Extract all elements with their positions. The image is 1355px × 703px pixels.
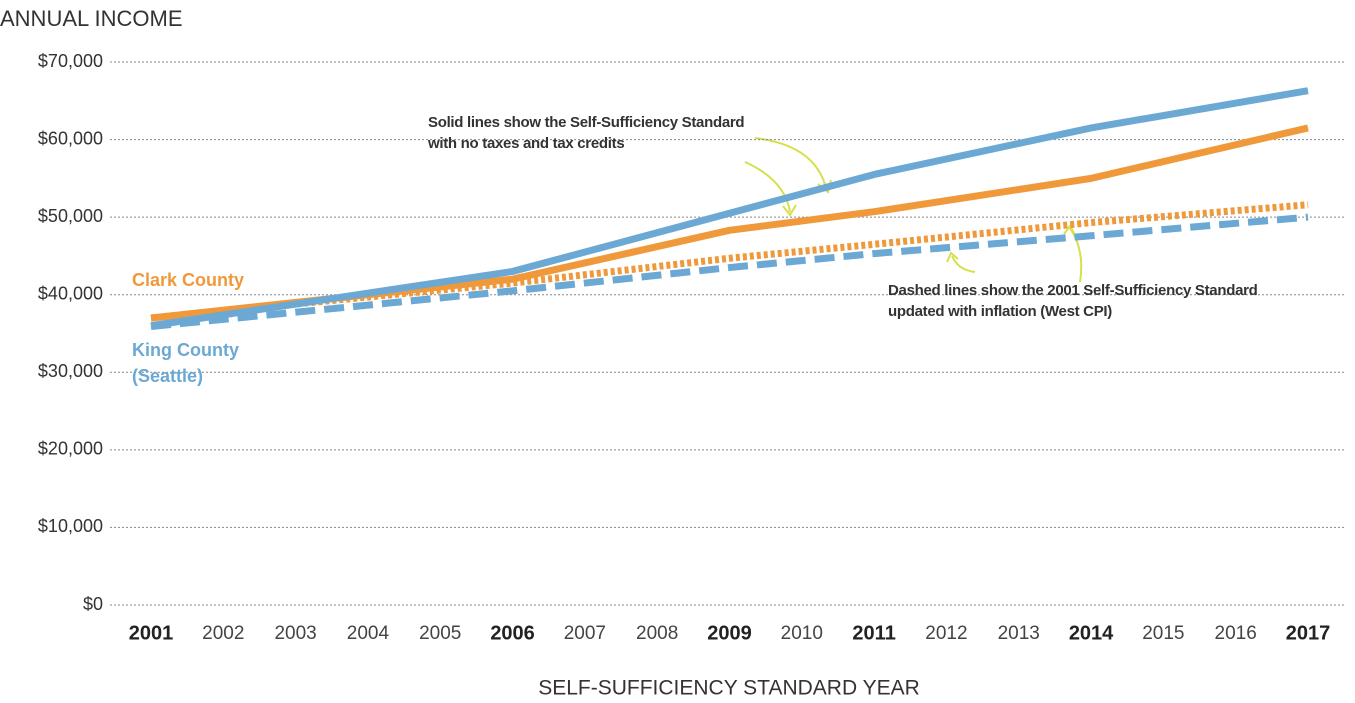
x-tick-label: 2011 (852, 622, 895, 644)
x-tick-label: 2006 (490, 622, 535, 644)
inflation-line (150, 213, 1309, 331)
x-tick-label: 2017 (1286, 622, 1331, 644)
y-tick-label: $50,000 (38, 206, 103, 226)
x-tick-label: 2009 (707, 622, 752, 644)
x-tick-label: 2004 (347, 623, 390, 644)
series-line (150, 87, 1309, 330)
arrowhead (1063, 224, 1076, 236)
x-tick-label: 2001 (129, 622, 174, 644)
y-tick-label: $20,000 (38, 439, 103, 459)
y-tick-label: $10,000 (38, 516, 103, 536)
arrowhead (782, 204, 797, 217)
y-axis-label: ANNUAL INCOME (0, 6, 183, 31)
arrow (951, 255, 976, 273)
x-tick-label: 2007 (564, 623, 606, 644)
x-axis-label: SELF-SUFFICIENCY STANDARD YEAR (538, 677, 920, 700)
y-tick-label: $30,000 (38, 361, 103, 381)
x-tick-label: 2005 (419, 623, 461, 644)
x-tick-label: 2008 (636, 623, 678, 644)
series-label: King County (Seattle) (132, 340, 239, 386)
y-tick-label: $60,000 (38, 128, 103, 148)
x-tick-label: 2014 (1069, 622, 1114, 644)
y-tick-label: $0 (83, 594, 103, 614)
x-tick-label: 2002 (202, 623, 244, 644)
annotation: Solid lines show the Self-Sufficiency St… (428, 114, 745, 152)
y-tick-label: $70,000 (38, 51, 103, 71)
x-tick-label: 2015 (1142, 623, 1184, 644)
arrow (744, 161, 791, 213)
annotation: Dashed lines show the 2001 Self-Sufficie… (888, 282, 1258, 320)
y-tick-label: $40,000 (38, 283, 103, 303)
arrow (754, 137, 827, 189)
x-tick-label: 2013 (998, 623, 1040, 644)
arrowhead (946, 251, 959, 263)
x-tick-label: 2003 (274, 623, 316, 644)
annotation-arrows (744, 137, 1083, 283)
x-tick-label: 2010 (781, 623, 823, 644)
x-tick-label: 2016 (1215, 623, 1257, 644)
x-tick-label: 2012 (925, 623, 967, 644)
series-label: Clark County (132, 270, 245, 290)
series-line (150, 124, 1309, 322)
